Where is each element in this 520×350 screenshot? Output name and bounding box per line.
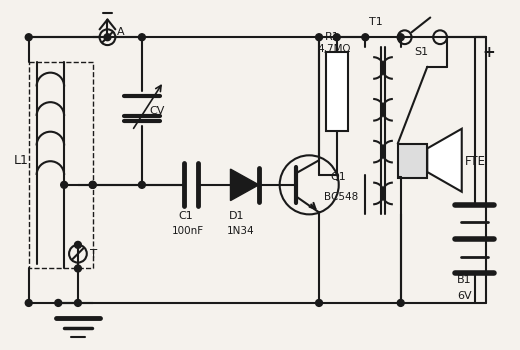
Text: 6V: 6V [457, 291, 472, 301]
Bar [29, 62, 93, 268]
Circle shape [362, 34, 369, 41]
Text: CV: CV [150, 106, 165, 116]
Circle shape [316, 34, 322, 41]
Text: BC548: BC548 [324, 191, 358, 202]
Text: +: + [483, 45, 495, 60]
Circle shape [74, 241, 82, 248]
Circle shape [316, 300, 322, 306]
Text: L1: L1 [14, 154, 29, 167]
Circle shape [138, 34, 146, 41]
Text: C1: C1 [178, 211, 193, 221]
Text: D1: D1 [228, 211, 244, 221]
Circle shape [89, 181, 96, 188]
Text: 100nF: 100nF [172, 226, 203, 236]
Circle shape [138, 181, 146, 188]
Circle shape [25, 300, 32, 306]
Text: A: A [118, 27, 125, 37]
Circle shape [61, 181, 68, 188]
Text: S1: S1 [414, 47, 428, 57]
Text: T: T [90, 248, 97, 261]
Circle shape [397, 300, 404, 306]
Circle shape [89, 181, 96, 188]
Circle shape [104, 34, 111, 41]
Circle shape [74, 265, 82, 272]
Circle shape [55, 300, 62, 306]
Bar [326, 52, 347, 131]
Circle shape [333, 34, 340, 41]
Circle shape [25, 34, 32, 41]
Text: T1: T1 [369, 18, 383, 27]
Text: 1N34: 1N34 [227, 226, 254, 236]
Polygon shape [427, 129, 462, 192]
Text: R1: R1 [325, 32, 340, 42]
Text: B1: B1 [457, 275, 472, 285]
Circle shape [397, 34, 404, 41]
Polygon shape [230, 169, 259, 201]
Text: 4,7MΩ: 4,7MΩ [317, 44, 350, 54]
Circle shape [74, 300, 82, 306]
Bar [398, 144, 427, 178]
Text: Q1: Q1 [331, 172, 347, 182]
Text: FTE: FTE [465, 155, 486, 168]
